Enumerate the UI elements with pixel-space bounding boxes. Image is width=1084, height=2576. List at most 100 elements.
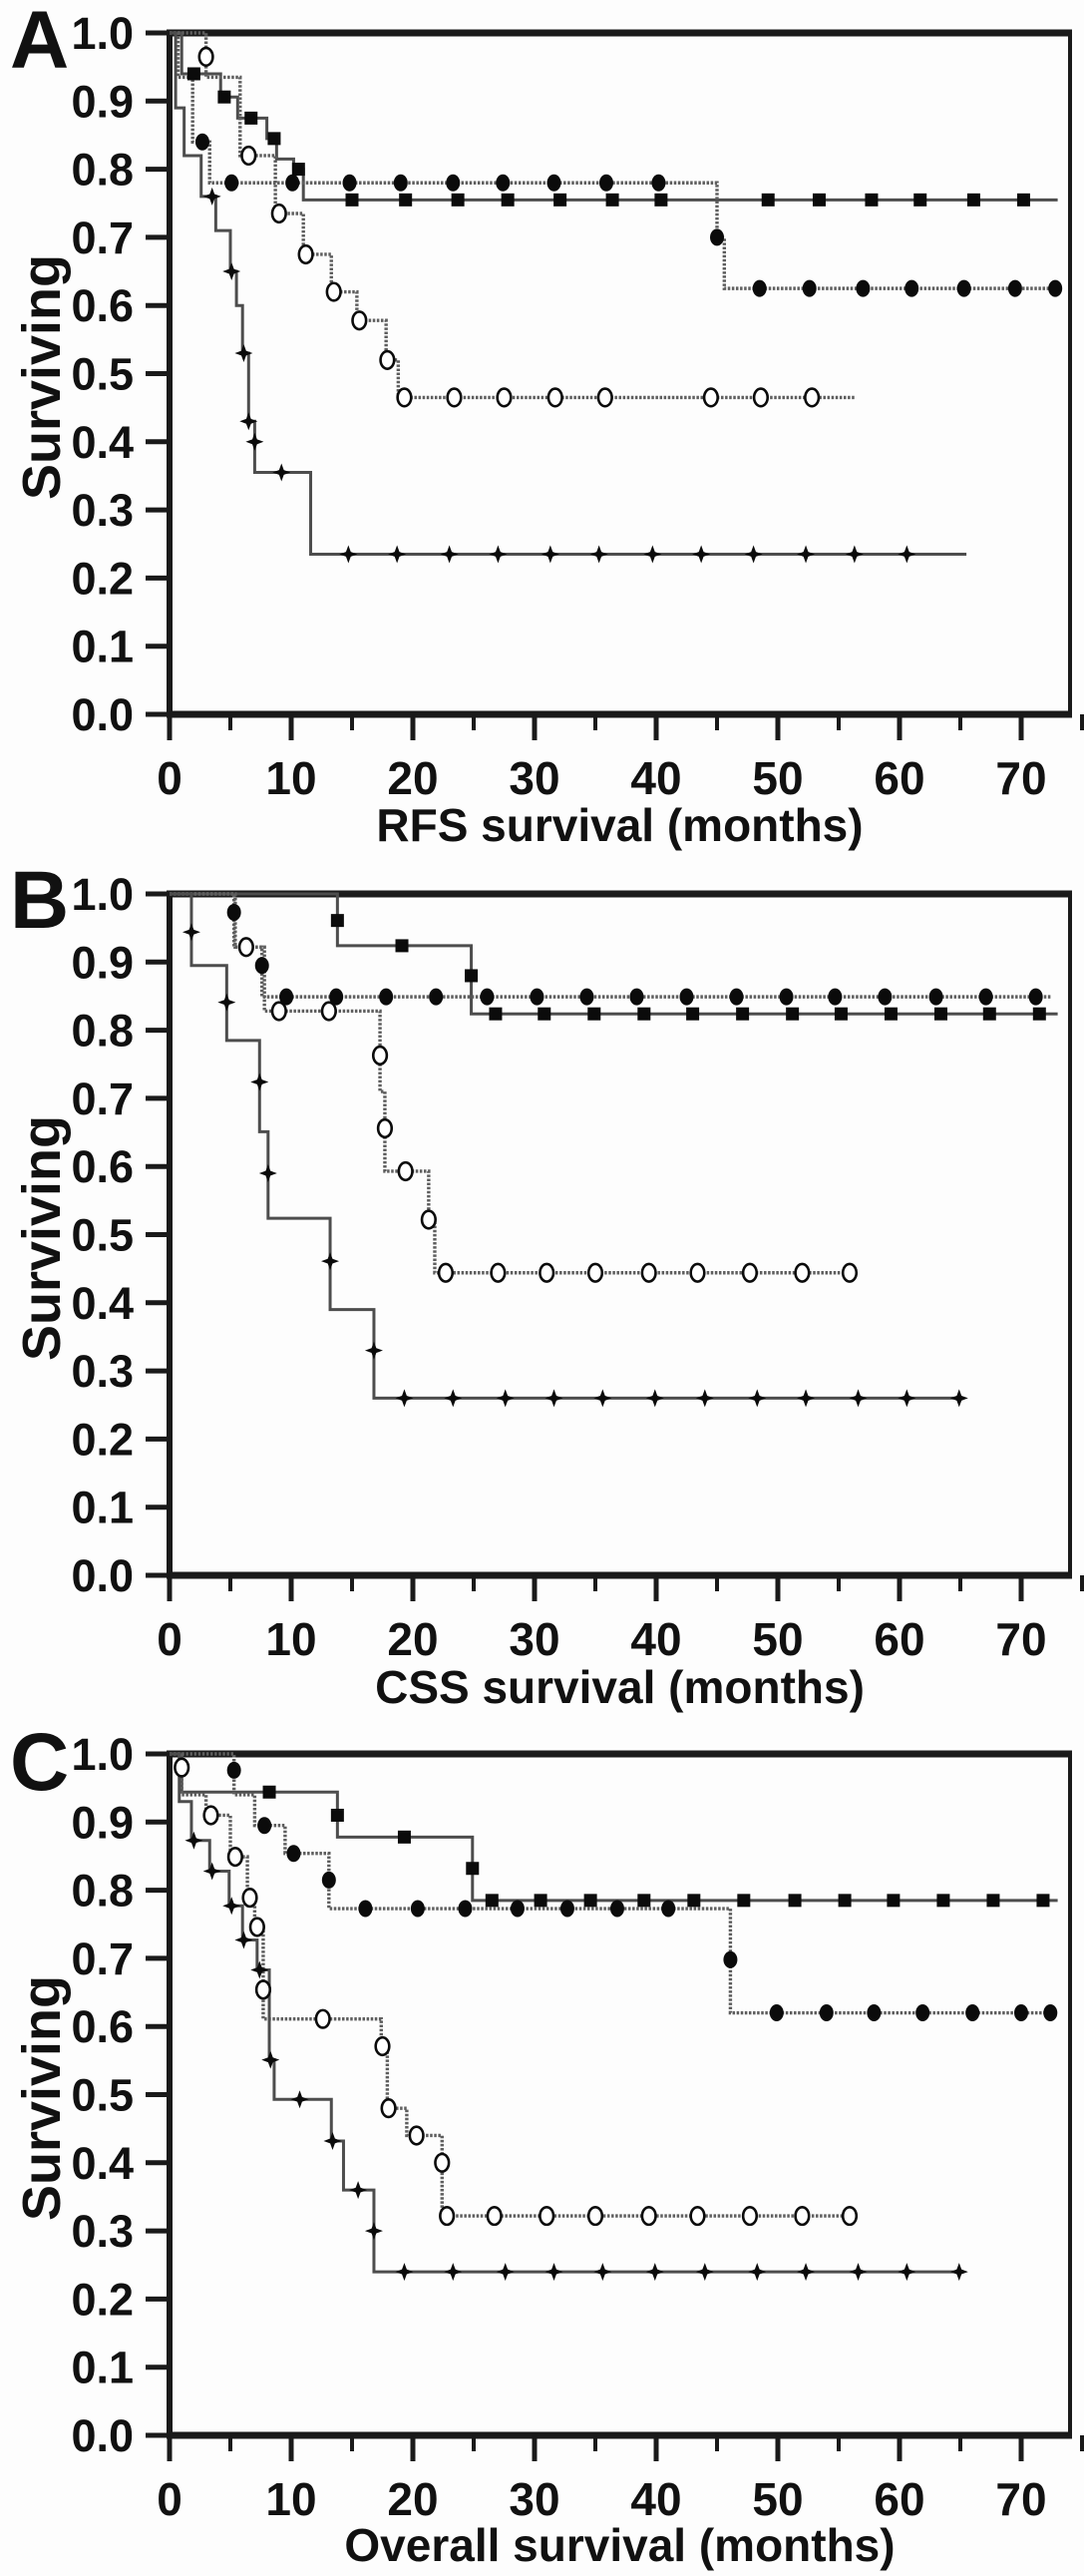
- filled-circle-marker: [598, 174, 613, 192]
- filled-circle-marker: [559, 1900, 574, 1918]
- x-tick-label: 0: [157, 2473, 182, 2525]
- four-point-star-marker: [544, 2263, 563, 2282]
- filled-square-marker: [244, 111, 258, 125]
- open-circle-marker: [434, 2152, 451, 2173]
- four-point-star-marker: [797, 2263, 816, 2282]
- four-point-star-marker: [744, 545, 763, 564]
- open-circle-marker: [237, 937, 254, 958]
- y-tick-label: 0.2: [71, 2274, 134, 2325]
- x-tick-label: 0: [157, 1613, 182, 1665]
- panel-a-letter: A: [10, 0, 69, 86]
- x-tick-label: 40: [630, 2473, 681, 2525]
- x-tick-label: 20: [387, 752, 438, 804]
- y-tick-label: 0.5: [71, 2070, 134, 2121]
- y-tick-label: 0.1: [71, 2343, 134, 2393]
- filled-square-marker: [465, 969, 479, 983]
- open-circle-group-curve: [170, 892, 852, 1275]
- filled-square-marker: [397, 1830, 411, 1844]
- filled-square-marker: [687, 1894, 701, 1908]
- x-tick-label: 60: [874, 752, 924, 804]
- four-point-star-marker: [898, 2263, 916, 2282]
- open-circle-marker: [396, 387, 413, 408]
- filled-circle-marker: [904, 279, 919, 297]
- open-circle-marker: [741, 1262, 759, 1283]
- filled-circle-marker: [226, 903, 241, 921]
- panel-a-x-axis-label: RFS survival (months): [376, 799, 864, 851]
- open-circle-marker: [380, 2098, 397, 2119]
- filled-circle-marker: [546, 174, 561, 192]
- four-point-star-marker: [290, 2090, 309, 2109]
- four-point-star-marker: [258, 1164, 277, 1183]
- y-tick-label: 1.0: [71, 869, 134, 920]
- filled-square-marker: [986, 1894, 1000, 1908]
- open-circle-marker: [439, 2205, 456, 2227]
- x-tick-label: 70: [995, 752, 1046, 804]
- four-point-star-marker: [222, 262, 241, 281]
- four-point-star-marker: [593, 2263, 612, 2282]
- filled-circle-group-curve: [170, 892, 1052, 999]
- four-point-star-marker: [949, 1389, 968, 1408]
- panel-b-chart: 1.0 0.9 0.8 0.7 0.6 0.5 0.4 0.3 0.2 0.1 0.0 0 10 20 30…: [71, 869, 1084, 1665]
- open-circle-marker: [240, 145, 257, 167]
- filled-square-marker: [637, 1894, 651, 1908]
- four-point-star-marker: [541, 545, 559, 564]
- open-circle-marker: [586, 2205, 604, 2227]
- filled-square-marker: [736, 1007, 750, 1021]
- filled-circle-marker: [802, 279, 817, 297]
- filled-circle-marker: [458, 1900, 473, 1918]
- filled-circle-marker: [878, 988, 893, 1006]
- panel-a-y-axis-label: Surviving: [12, 253, 72, 501]
- open-circle-marker: [702, 387, 720, 408]
- filled-circle-marker: [752, 279, 767, 297]
- y-tick-label: 0.2: [71, 553, 134, 604]
- x-tick-label: 0: [157, 752, 182, 804]
- open-circle-marker: [486, 2205, 503, 2227]
- four-point-star-marker: [395, 1389, 414, 1408]
- filled-circle-marker: [510, 1900, 525, 1918]
- open-circle-marker: [841, 1262, 859, 1283]
- four-point-star-marker: [489, 545, 508, 564]
- filled-circle-marker: [828, 988, 843, 1006]
- filled-circle-marker: [321, 1871, 336, 1889]
- open-circle-marker: [226, 1847, 243, 1868]
- four-point-star-marker: [692, 545, 711, 564]
- y-tick-label: 0.7: [71, 213, 134, 263]
- four-point-star-marker: [250, 1073, 269, 1091]
- filled-circle-marker: [729, 988, 744, 1006]
- four-point-star-marker: [589, 545, 608, 564]
- x-tick-label: 40: [630, 752, 681, 804]
- filled-circle-marker: [965, 2004, 980, 2022]
- filled-circle-group-curve: [170, 1752, 1052, 2015]
- filled-circle-marker: [1028, 988, 1043, 1006]
- filled-square-marker: [1036, 1894, 1050, 1908]
- filled-circle-marker: [769, 2004, 784, 2022]
- x-tick-label: 30: [509, 1613, 559, 1665]
- filled-square-marker: [534, 1894, 547, 1908]
- open-circle-marker: [752, 387, 770, 408]
- open-circle-marker: [794, 1262, 811, 1283]
- filled-square-marker: [786, 1007, 800, 1021]
- open-circle-marker: [689, 1262, 706, 1283]
- panel-b-x-axis-label: CSS survival (months): [375, 1661, 865, 1713]
- filled-circle-marker: [1014, 2004, 1028, 2022]
- filled-circle-marker: [530, 988, 544, 1006]
- four-point-star-marker: [544, 1389, 563, 1408]
- open-circle-marker: [254, 1979, 272, 2000]
- four-point-star-marker: [202, 187, 221, 206]
- panel-c-letter: C: [10, 1717, 69, 1808]
- panel-b: 1.0 0.9 0.8 0.7 0.6 0.5 0.4 0.3 0.2 0.1 0.0 0 10 20 30…: [0, 860, 1084, 1722]
- filled-square-marker: [1016, 193, 1030, 207]
- four-point-star-marker: [849, 2263, 868, 2282]
- four-point-star-marker: [222, 1897, 241, 1916]
- four-point-star-marker: [898, 545, 916, 564]
- filled-circle-marker: [329, 988, 344, 1006]
- y-tick-label: 0.8: [71, 1866, 134, 1917]
- filled-square-marker: [834, 1007, 848, 1021]
- four-point-star-marker: [645, 2263, 664, 2282]
- open-circle-marker: [270, 1001, 287, 1022]
- four-point-star-marker: [748, 1389, 767, 1408]
- x-tick-label: 10: [265, 2473, 316, 2525]
- filled-square-marker: [788, 1894, 802, 1908]
- y-tick-label: 0.9: [71, 937, 134, 988]
- filled-circle-marker: [226, 1761, 241, 1779]
